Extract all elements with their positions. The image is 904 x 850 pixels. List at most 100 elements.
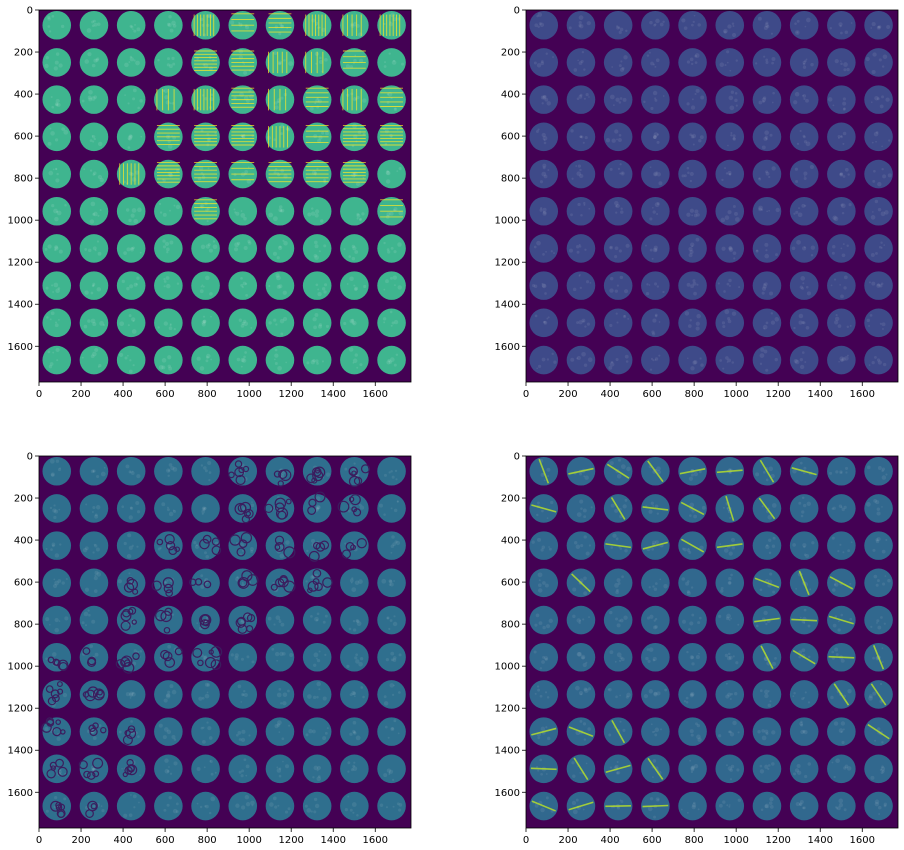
speckle (55, 347, 60, 353)
ring (131, 619, 137, 625)
speckle (771, 762, 775, 766)
speckle (690, 693, 694, 696)
speckle (843, 505, 847, 510)
speckle (51, 542, 56, 547)
speckle (651, 540, 656, 545)
speckle (646, 54, 650, 57)
speckle (686, 548, 691, 552)
speckle (127, 136, 133, 141)
speckle (578, 21, 582, 25)
speckle (536, 367, 539, 370)
disk (42, 48, 72, 77)
tile-r3-c8 (340, 568, 369, 598)
disk (566, 531, 596, 560)
speckle (871, 141, 874, 144)
tile-r9-c6 (265, 345, 295, 375)
tile-r9-c1 (566, 791, 596, 821)
tile-r9-c6 (752, 791, 782, 821)
speckle (279, 61, 282, 64)
speckle (347, 761, 351, 765)
speckle (175, 802, 179, 806)
speckle (880, 241, 883, 244)
speckle (765, 170, 769, 174)
speckle (733, 257, 736, 260)
disk (302, 196, 332, 226)
speckle (664, 688, 668, 692)
speckle (881, 328, 884, 330)
speckle (541, 102, 544, 105)
tile-r7-c0 (41, 717, 72, 746)
tile-r4-c7 (789, 159, 819, 189)
speckle (690, 473, 694, 477)
speckle (882, 174, 887, 179)
speckle (307, 694, 312, 699)
speckle (389, 211, 394, 216)
speckle (393, 719, 397, 723)
disk (789, 308, 819, 338)
speckle (391, 693, 395, 697)
speckle (693, 14, 696, 17)
tile-r8-c2 (116, 754, 146, 784)
tile-r4-c1 (79, 605, 109, 635)
speckle (792, 695, 795, 697)
disk (79, 159, 109, 189)
speckle (680, 808, 683, 811)
tile-r2-c9 (377, 531, 406, 560)
speckle (92, 140, 95, 143)
speckle (840, 31, 843, 35)
speckle (117, 579, 123, 584)
speckle (654, 97, 657, 100)
speckle (545, 796, 549, 800)
speckle (762, 96, 767, 100)
speckle (717, 282, 720, 285)
speckle (616, 760, 619, 763)
speckle (609, 276, 614, 281)
speckle (536, 63, 542, 68)
speckle (49, 318, 52, 321)
speckle (129, 506, 133, 510)
speckle (246, 99, 250, 104)
speckle (92, 284, 95, 287)
speckle (769, 291, 774, 296)
speckle (579, 24, 584, 29)
x-tick-label: 800 (198, 835, 217, 846)
disk (265, 196, 295, 226)
speckle (724, 309, 730, 315)
disk (377, 531, 406, 560)
speckle (282, 692, 288, 698)
disk (340, 308, 369, 338)
disk (789, 345, 819, 375)
speckle (833, 583, 837, 586)
speckle (764, 253, 770, 259)
speckle (93, 171, 97, 176)
disk (529, 196, 559, 226)
speckle (289, 652, 294, 657)
speckle (535, 765, 539, 769)
disk (191, 717, 220, 746)
disk (789, 159, 819, 189)
speckle (129, 24, 133, 28)
speckle (849, 324, 852, 327)
speckle (131, 544, 134, 547)
disk (678, 717, 707, 746)
speckle (807, 624, 811, 628)
speckle (722, 367, 725, 370)
speckle (164, 241, 170, 247)
disk (228, 122, 258, 152)
speckle (835, 470, 839, 474)
disk (340, 605, 369, 635)
speckle (277, 100, 280, 104)
speckle (718, 614, 722, 618)
speckle (796, 31, 799, 34)
axes-frame (38, 9, 412, 383)
speckle (573, 541, 578, 545)
speckle (575, 165, 578, 167)
speckle (386, 212, 391, 217)
speckle (843, 107, 846, 111)
speckle (762, 100, 765, 103)
speckle (354, 580, 360, 586)
speckle (169, 209, 171, 212)
speckle (203, 766, 206, 769)
disk (566, 642, 596, 672)
speckle (690, 767, 695, 772)
